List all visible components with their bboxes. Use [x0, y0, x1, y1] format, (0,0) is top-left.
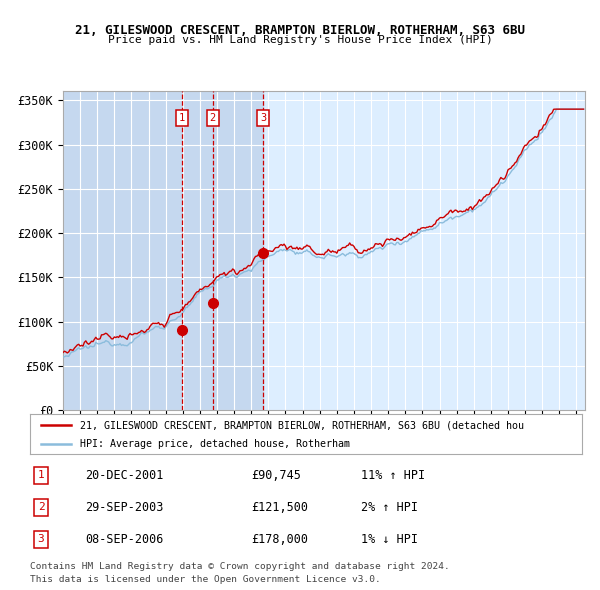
Bar — [63, 91, 263, 410]
Text: £178,000: £178,000 — [251, 533, 308, 546]
Text: Contains HM Land Registry data © Crown copyright and database right 2024.: Contains HM Land Registry data © Crown c… — [30, 562, 450, 571]
Text: 21, GILESWOOD CRESCENT, BRAMPTON BIERLOW, ROTHERHAM, S63 6BU: 21, GILESWOOD CRESCENT, BRAMPTON BIERLOW… — [75, 24, 525, 37]
Text: This data is licensed under the Open Government Licence v3.0.: This data is licensed under the Open Gov… — [30, 575, 381, 584]
Text: 2: 2 — [209, 113, 216, 123]
Text: Price paid vs. HM Land Registry's House Price Index (HPI): Price paid vs. HM Land Registry's House … — [107, 35, 493, 45]
Text: £121,500: £121,500 — [251, 501, 308, 514]
Text: 11% ↑ HPI: 11% ↑ HPI — [361, 469, 425, 482]
Text: 21, GILESWOOD CRESCENT, BRAMPTON BIERLOW, ROTHERHAM, S63 6BU (detached hou: 21, GILESWOOD CRESCENT, BRAMPTON BIERLOW… — [80, 420, 524, 430]
Text: 29-SEP-2003: 29-SEP-2003 — [85, 501, 164, 514]
Text: 08-SEP-2006: 08-SEP-2006 — [85, 533, 164, 546]
Text: 3: 3 — [38, 535, 44, 545]
Text: £90,745: £90,745 — [251, 469, 301, 482]
Text: 1: 1 — [179, 113, 185, 123]
Text: 1: 1 — [38, 470, 44, 480]
Text: HPI: Average price, detached house, Rotherham: HPI: Average price, detached house, Roth… — [80, 440, 350, 449]
Text: 20-DEC-2001: 20-DEC-2001 — [85, 469, 164, 482]
Text: 2% ↑ HPI: 2% ↑ HPI — [361, 501, 418, 514]
Text: 1% ↓ HPI: 1% ↓ HPI — [361, 533, 418, 546]
Text: 3: 3 — [260, 113, 266, 123]
Text: 2: 2 — [38, 503, 44, 512]
